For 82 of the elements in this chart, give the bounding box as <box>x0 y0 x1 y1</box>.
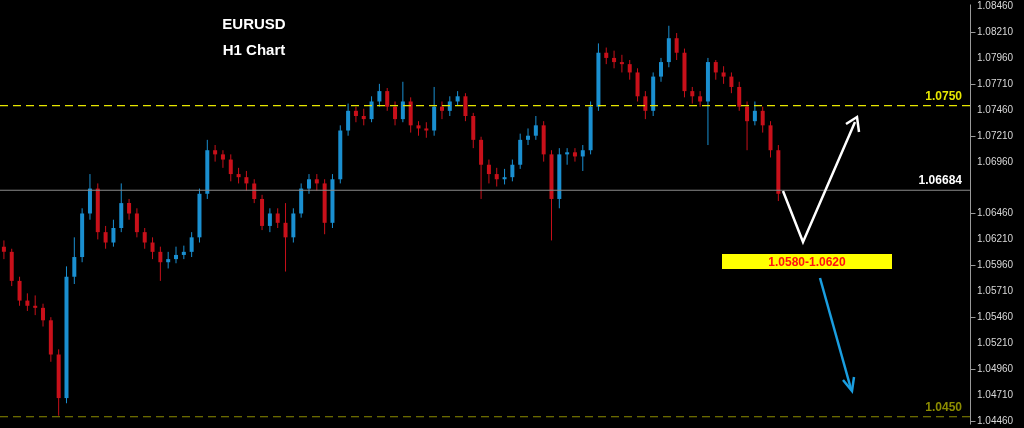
candlestick <box>698 90 703 108</box>
candlestick <box>41 303 46 328</box>
candlestick <box>619 54 624 73</box>
candlestick <box>377 83 382 108</box>
candlestick <box>174 246 179 264</box>
candlestick <box>627 59 632 81</box>
candlestick <box>158 246 163 282</box>
y-tick-label: 1.08460 <box>977 0 1014 12</box>
candlestick <box>752 100 757 126</box>
y-tick-label: 1.04710 <box>977 388 1014 400</box>
candlestick <box>439 100 444 120</box>
candlestick <box>486 159 491 184</box>
candlestick <box>244 170 249 192</box>
candlestick <box>33 294 38 316</box>
candlestick <box>745 100 750 151</box>
ref-line-label: 1.0750 <box>925 88 963 103</box>
y-tick-label: 1.04460 <box>977 414 1014 426</box>
candlestick <box>447 95 452 117</box>
y-tick-label: 1.07210 <box>977 129 1014 141</box>
candlestick <box>400 81 405 123</box>
candlestick <box>111 219 116 248</box>
candlestick <box>643 90 648 120</box>
candlestick <box>220 149 225 169</box>
annotation: 1.0580-1.0620 <box>768 255 847 269</box>
candlestick <box>432 86 437 137</box>
text: H1 Chart <box>222 41 286 58</box>
candlestick <box>228 153 233 182</box>
candlestick <box>17 276 22 307</box>
y-tick-label: 1.07460 <box>977 103 1014 115</box>
y-tick-label: 1.04960 <box>977 363 1014 375</box>
candlestick <box>306 173 311 195</box>
candlestick <box>142 227 147 250</box>
candlestick <box>737 81 742 112</box>
candlestick <box>463 92 468 122</box>
candlestick <box>369 95 374 123</box>
y-tick-label: 1.05210 <box>977 337 1014 349</box>
candlestick <box>635 67 640 102</box>
y-tick-label: 1.05960 <box>977 259 1014 271</box>
y-tick-label: 1.06210 <box>977 233 1014 245</box>
candlestick <box>760 106 765 134</box>
candlestick <box>526 127 531 146</box>
candlestick <box>408 96 413 134</box>
candlestick <box>612 50 617 69</box>
candlestick <box>103 225 108 250</box>
candlestick <box>674 32 679 61</box>
y-tick-label: 1.08210 <box>977 26 1014 37</box>
candlestick <box>572 147 577 163</box>
candlestick <box>252 178 257 204</box>
candlestick <box>346 103 351 137</box>
candlestick <box>283 202 288 273</box>
candlestick <box>275 207 280 229</box>
candlestick <box>494 167 499 188</box>
ref-line-label: 1.0450 <box>925 399 963 414</box>
y-tick-label: 1.06960 <box>977 155 1014 167</box>
candlestick <box>729 71 734 94</box>
y-tick-label: 1.05460 <box>977 311 1014 323</box>
candlestick <box>510 159 515 182</box>
candlestick <box>291 207 296 244</box>
y-tick-label: 1.05710 <box>977 285 1014 297</box>
candlestick <box>353 106 358 123</box>
candlestick <box>189 231 194 258</box>
candlestick <box>134 207 139 238</box>
candlestick <box>713 59 718 81</box>
candlestick <box>533 115 538 141</box>
ref-line-label: 1.06684 <box>918 173 963 188</box>
candlestick <box>471 112 476 149</box>
candlestick <box>213 144 218 163</box>
y-tick-label: 1.07710 <box>977 77 1014 89</box>
candlestick <box>393 100 398 126</box>
candlestick <box>666 25 671 68</box>
candlestick <box>127 198 132 221</box>
y-tick-label: 1.06460 <box>977 207 1014 219</box>
candlestick <box>150 236 155 260</box>
candlestick <box>565 147 570 166</box>
candlestick <box>580 144 585 172</box>
y-tick-label: 1.07960 <box>977 51 1014 63</box>
candlestick <box>1 239 6 260</box>
candlestick <box>267 207 272 233</box>
text: EURUSD <box>222 15 286 32</box>
candlestick <box>72 236 77 285</box>
candlestick <box>385 87 390 112</box>
candlestick <box>659 57 664 83</box>
